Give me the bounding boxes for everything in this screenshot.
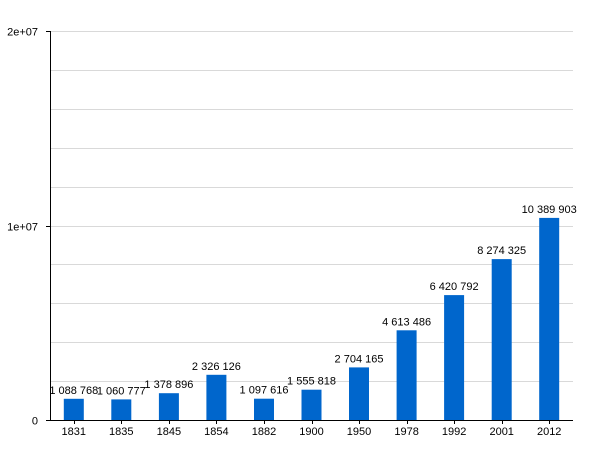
x-tick-label: 1854 xyxy=(204,426,228,438)
x-tick-label: 1835 xyxy=(109,426,133,438)
data-label: 1 555 818 xyxy=(287,376,336,388)
bar-1900 xyxy=(301,389,322,420)
x-tick-label: 1882 xyxy=(252,426,276,438)
bar-1854 xyxy=(206,374,227,420)
bar-1845 xyxy=(158,393,179,420)
data-label: 10 389 903 xyxy=(522,204,577,216)
data-label: 4 613 486 xyxy=(382,316,431,328)
bar-2012 xyxy=(539,217,560,420)
data-label: 1 378 896 xyxy=(144,379,193,391)
data-label: 1 060 777 xyxy=(97,385,146,397)
data-label: 8 274 325 xyxy=(477,245,526,257)
x-tick-label: 1845 xyxy=(157,426,181,438)
x-tick-label: 2001 xyxy=(489,426,513,438)
data-label: 1 097 616 xyxy=(240,385,289,397)
bar-1835 xyxy=(111,399,132,420)
y-tick-label: 0 xyxy=(32,416,38,428)
x-tick-label: 1900 xyxy=(299,426,323,438)
data-label: 6 420 792 xyxy=(430,281,479,293)
data-label: 2 704 165 xyxy=(335,353,384,365)
x-tick-label: 1831 xyxy=(62,426,86,438)
x-tick-label: 1950 xyxy=(347,426,371,438)
x-tick-label: 1978 xyxy=(394,426,418,438)
grid-layer xyxy=(50,31,573,382)
bar-1992 xyxy=(444,295,465,420)
bar-1882 xyxy=(254,398,274,420)
data-label: 2 326 126 xyxy=(192,361,241,373)
bar-layer xyxy=(63,217,560,420)
y-tick-label: 2e+07 xyxy=(7,27,38,39)
bar-1978 xyxy=(396,330,417,420)
x-tick-label: 2012 xyxy=(537,426,561,438)
y-tick-label: 1e+07 xyxy=(7,222,38,234)
bar-2001 xyxy=(491,259,512,420)
bar-1831 xyxy=(63,398,84,420)
axis-layer: 0 1e+07 2e+07 1831 1835 1845 1854 1882 1900 1950 1… xyxy=(7,27,573,438)
x-tick-label: 1992 xyxy=(442,426,466,438)
data-label: 1 088 768 xyxy=(49,385,98,397)
bar-1950 xyxy=(349,367,369,420)
